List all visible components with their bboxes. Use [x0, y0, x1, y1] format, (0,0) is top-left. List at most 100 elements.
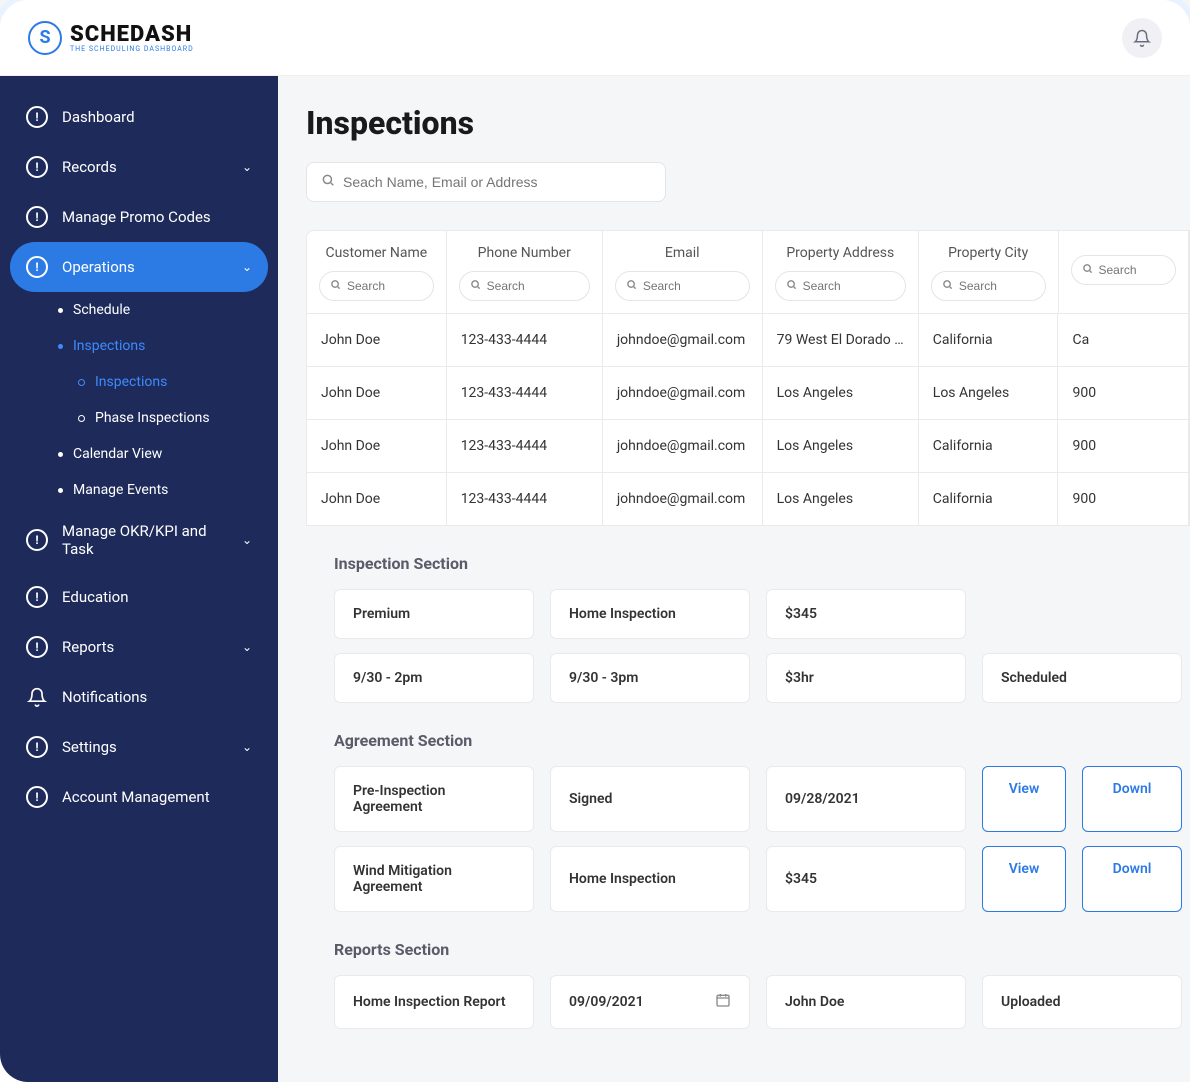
column-search-input[interactable]	[1099, 263, 1165, 277]
info-icon: !	[26, 786, 48, 808]
table-cell: Los Angeles	[763, 473, 919, 525]
sidebar: !Dashboard!Records⌄!Manage Promo Codes!O…	[0, 76, 278, 1082]
downl-button[interactable]: Downl	[1082, 846, 1182, 912]
sidebar-item-label: Manage Promo Codes	[62, 208, 211, 226]
search-input[interactable]	[343, 174, 651, 190]
downl-button[interactable]: Downl	[1082, 766, 1182, 832]
sidebar-item-label: Reports	[62, 638, 114, 656]
sidebar-item-label: Account Management	[62, 788, 210, 806]
reports-section-title: Reports Section	[334, 940, 1190, 959]
info-card: Home Inspection	[550, 846, 750, 912]
sidebar-item-label: Manage OKR/KPI and Task	[62, 522, 228, 558]
sidebar-item-manage-promo-codes[interactable]: ! Manage Promo Codes	[10, 192, 268, 242]
column-search[interactable]	[615, 271, 750, 301]
info-card: 09/09/2021	[550, 975, 750, 1029]
search-icon	[626, 279, 637, 294]
header: S SCHEDASH THE SCHEDULING DASHBOARD	[0, 0, 1190, 76]
bell-icon	[26, 686, 48, 708]
info-card: $345	[766, 846, 966, 912]
sidebar-item-account-management[interactable]: ! Account Management	[10, 772, 268, 822]
column-label: Property Address	[775, 245, 906, 261]
chevron-down-icon: ⌄	[242, 533, 252, 547]
sidebar-item-records[interactable]: !Records⌄	[10, 142, 268, 192]
table-cell: 900	[1058, 473, 1189, 525]
search-icon	[321, 173, 335, 191]
sidebar-subsub-inspections[interactable]: Inspections	[70, 364, 268, 400]
view-button[interactable]: View	[982, 846, 1066, 912]
sidebar-sub-manage-events[interactable]: Manage Events	[50, 472, 268, 508]
global-search[interactable]	[306, 162, 666, 202]
column-search-input[interactable]	[347, 279, 423, 293]
table-cell: 123-433-4444	[447, 314, 603, 366]
calendar-icon	[715, 992, 731, 1012]
page-title: Inspections	[306, 104, 1190, 142]
table-cell: 79 West El Dorado Ave.	[763, 314, 919, 366]
info-icon: !	[26, 206, 48, 228]
column-search[interactable]	[775, 271, 906, 301]
view-button[interactable]: View	[982, 766, 1066, 832]
table-row[interactable]: John Doe123-433-4444johndoe@gmail.comLos…	[307, 472, 1189, 525]
column-search-input[interactable]	[959, 279, 1035, 293]
info-card: Premium	[334, 589, 534, 639]
sidebar-sub-calendar-view[interactable]: Calendar View	[50, 436, 268, 472]
sidebar-subsub-phase-inspections[interactable]: Phase Inspections	[70, 400, 268, 436]
info-card: 09/28/2021	[766, 766, 966, 832]
sidebar-item-dashboard[interactable]: !Dashboard	[10, 92, 268, 142]
column-search[interactable]	[1071, 255, 1176, 285]
info-card: Scheduled	[982, 653, 1182, 703]
info-card: 9/30 - 3pm	[550, 653, 750, 703]
info-icon: !	[26, 586, 48, 608]
sidebar-item-operations[interactable]: !Operations⌄	[10, 242, 268, 292]
bell-icon	[1133, 29, 1151, 47]
table-cell: 123-433-4444	[447, 420, 603, 472]
column-search[interactable]	[931, 271, 1046, 301]
logo[interactable]: S SCHEDASH THE SCHEDULING DASHBOARD	[28, 21, 194, 55]
table-cell: 123-433-4444	[447, 367, 603, 419]
brand-name: SCHEDASH	[70, 22, 194, 47]
sidebar-sub-inspections[interactable]: Inspections	[50, 328, 268, 364]
sidebar-item-manage-okr-kpi-and-task[interactable]: ! Manage OKR/KPI and Task ⌄	[10, 508, 268, 572]
table-cell: Los Angeles	[763, 367, 919, 419]
sidebar-item-notifications[interactable]: Notifications	[10, 672, 268, 722]
table-cell: 900	[1058, 420, 1189, 472]
table-header-4: Property City	[919, 231, 1059, 313]
column-search-input[interactable]	[803, 279, 895, 293]
info-card: Home Inspection	[550, 589, 750, 639]
table-cell: 900	[1058, 367, 1189, 419]
column-search[interactable]	[459, 271, 590, 301]
column-label: Customer Name	[319, 245, 434, 261]
sidebar-item-education[interactable]: !Education	[10, 572, 268, 622]
inspections-table: Customer Name Phone Number Email Property A…	[306, 230, 1190, 526]
table-row[interactable]: John Doe123-433-4444johndoe@gmail.com79 …	[307, 313, 1189, 366]
sidebar-item-label: Settings	[62, 738, 117, 756]
chevron-down-icon: ⌄	[242, 260, 252, 274]
table-header-3: Property Address	[763, 231, 919, 313]
column-label: Email	[615, 245, 750, 261]
column-search-input[interactable]	[643, 279, 739, 293]
table-cell: Los Angeles	[919, 367, 1059, 419]
table-cell: John Doe	[307, 473, 447, 525]
column-search-input[interactable]	[487, 279, 579, 293]
search-icon	[470, 279, 481, 294]
info-icon: !	[26, 736, 48, 758]
sidebar-item-reports[interactable]: !Reports⌄	[10, 622, 268, 672]
info-icon: !	[26, 256, 48, 278]
search-icon	[942, 279, 953, 294]
table-cell: johndoe@gmail.com	[603, 420, 763, 472]
bullet-icon	[58, 344, 63, 349]
logo-icon: S	[28, 21, 62, 55]
info-icon: !	[26, 529, 48, 551]
sidebar-sub-schedule[interactable]: Schedule	[50, 292, 268, 328]
info-card: Uploaded	[982, 975, 1182, 1029]
sidebar-item-label: Records	[62, 158, 117, 176]
search-icon	[330, 279, 341, 294]
sidebar-item-settings[interactable]: !Settings⌄	[10, 722, 268, 772]
column-search[interactable]	[319, 271, 434, 301]
table-header-1: Phone Number	[447, 231, 603, 313]
notifications-button[interactable]	[1122, 18, 1162, 58]
table-cell: John Doe	[307, 367, 447, 419]
inspection-section-title: Inspection Section	[334, 554, 1190, 573]
table-cell: California	[919, 314, 1059, 366]
table-row[interactable]: John Doe123-433-4444johndoe@gmail.comLos…	[307, 419, 1189, 472]
table-row[interactable]: John Doe123-433-4444johndoe@gmail.comLos…	[307, 366, 1189, 419]
